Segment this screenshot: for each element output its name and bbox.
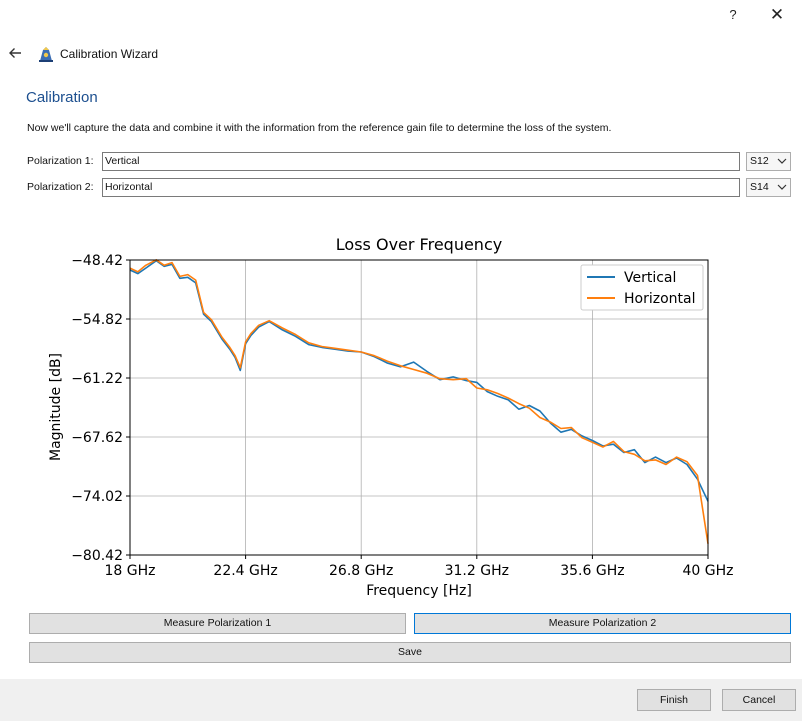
chevron-down-icon	[777, 158, 787, 164]
page-description: Now we'll capture the data and combine i…	[27, 122, 612, 134]
legend-label-horizontal: Horizontal	[624, 291, 695, 307]
chart-legend: Vertical Horizontal	[580, 264, 704, 311]
chart-frame	[129, 259, 709, 556]
x-tick-label: 35.6 GHz	[560, 563, 624, 579]
x-tick-label: 40 GHz	[683, 563, 734, 579]
x-axis-label: Frequency [Hz]	[366, 583, 472, 599]
x-tick-label: 18 GHz	[105, 563, 156, 579]
measure-polarization-2-button[interactable]: Measure Polarization 2	[414, 613, 791, 634]
cancel-button[interactable]: Cancel	[722, 689, 796, 711]
y-tick-label: −80.42	[71, 548, 123, 564]
polarization-2-port-select[interactable]: S14	[746, 178, 791, 197]
y-tick-label: −61.22	[71, 371, 123, 387]
polarization-2-label: Polarization 2:	[27, 181, 94, 193]
y-tick-label: −67.62	[71, 430, 123, 446]
chart-title: Loss Over Frequency	[336, 235, 502, 254]
save-button[interactable]: Save	[29, 642, 791, 663]
chart-ticks: 18 GHz 22.4 GHz 26.8 GHz 31.2 GHz 35.6 GHz 40…	[71, 253, 733, 579]
polarization-1-field[interactable]: Vertical	[102, 152, 740, 171]
y-tick-label: −74.02	[71, 489, 123, 505]
finish-button[interactable]: Finish	[637, 689, 711, 711]
polarization-1-port-select[interactable]: S12	[746, 152, 791, 171]
polarization-1-label: Polarization 1:	[27, 155, 94, 167]
y-tick-label: −54.82	[71, 312, 123, 328]
legend-label-vertical: Vertical	[624, 270, 676, 286]
x-tick-label: 26.8 GHz	[329, 563, 393, 579]
polarization-2-field[interactable]: Horizontal	[102, 178, 740, 197]
polarization-2-port-value: S14	[750, 181, 769, 193]
loss-chart: 18 GHz 22.4 GHz 26.8 GHz 31.2 GHz 35.6 GHz 40…	[48, 235, 734, 599]
measure-polarization-1-button[interactable]: Measure Polarization 1	[29, 613, 406, 634]
close-button[interactable]: ✕	[769, 5, 785, 24]
polarization-1-port-value: S12	[750, 155, 769, 167]
series-line-horizontal	[129, 258, 709, 544]
back-arrow-icon[interactable]	[6, 44, 24, 62]
y-axis-label: Magnitude [dB]	[48, 353, 64, 461]
y-tick-label: −48.42	[71, 253, 123, 269]
wizard-title: Calibration Wizard	[60, 47, 159, 61]
help-button[interactable]: ?	[729, 7, 737, 22]
x-tick-label: 31.2 GHz	[445, 563, 509, 579]
chart-series	[129, 258, 709, 544]
chevron-down-icon	[777, 184, 787, 190]
x-tick-label: 22.4 GHz	[213, 563, 277, 579]
series-line-vertical	[129, 259, 709, 502]
page-heading: Calibration	[26, 89, 98, 106]
wizard-icon	[37, 45, 55, 63]
